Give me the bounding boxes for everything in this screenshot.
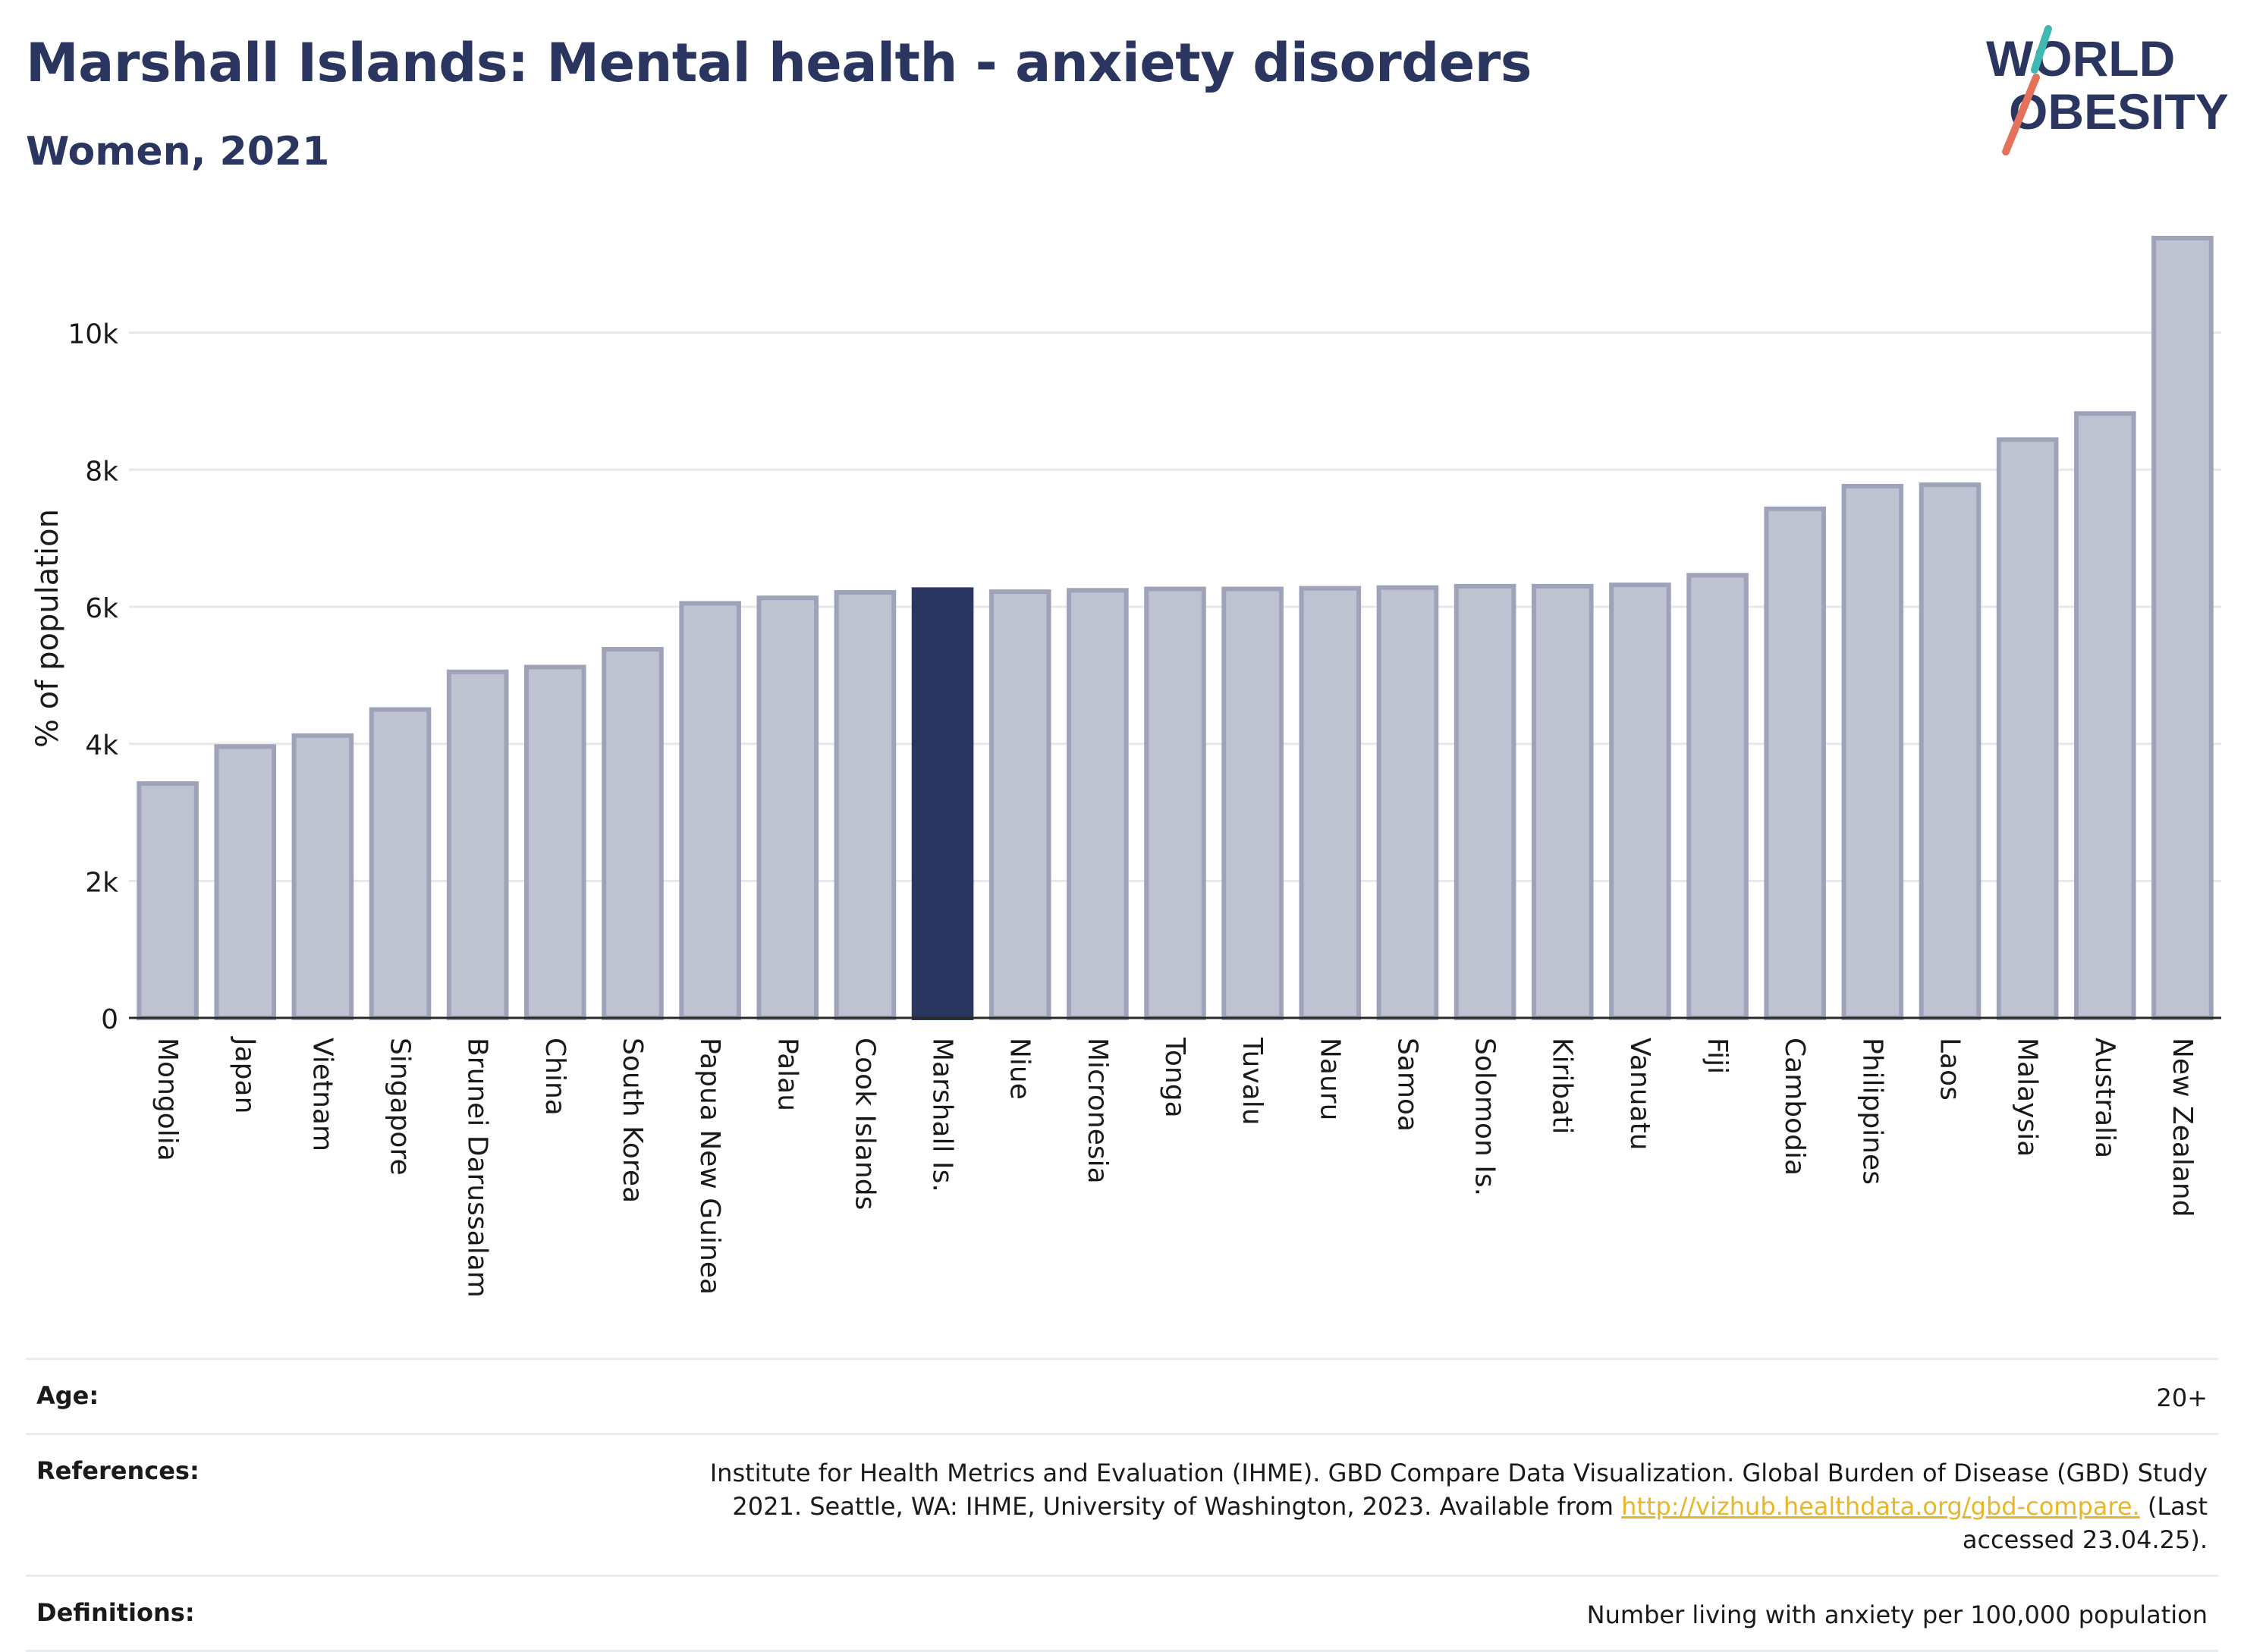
x-tick-label: New Zealand [2167,1038,2198,1217]
bar-solomon-is[interactable] [1454,583,1516,1020]
x-tick-label: Vanuatu [1624,1038,1655,1151]
x-tick-label: Laos [1934,1038,1965,1101]
x-tick-label: Palau [772,1038,803,1111]
x-tick-label: Australia [2089,1038,2120,1158]
bars [137,235,2214,1020]
y-tick-label: 8k [85,456,118,487]
age-label: Age: [36,1381,99,1410]
definitions-value: Number living with anxiety per 100,000 p… [1586,1600,2208,1629]
x-tick-labels: Mongolia Japan Vietnam Singapore Brunei Daru… [152,1036,2198,1298]
definitions-label: Definitions: [36,1598,195,1627]
x-tick-label: Kiribati [1547,1038,1578,1134]
bar-fiji[interactable] [1686,573,1749,1020]
page-title: Marshall Islands: Mental health - anxiet… [26,32,1532,94]
bar-cook-islands[interactable] [834,589,897,1020]
bar-new-zealand[interactable] [2151,235,2214,1020]
bar-singapore[interactable] [369,707,432,1020]
x-tick-label: Samoa [1391,1038,1422,1132]
y-tick-label: 0 [101,1004,118,1035]
bar-palau[interactable] [756,595,819,1020]
logo-line1: WORLD [1986,30,2175,86]
meta-row-references: References: Institute for Health Metrics… [26,1435,2218,1577]
page-subtitle: Women, 2021 [26,129,330,174]
bar-vietnam[interactable] [291,733,354,1020]
y-axis-label: % of population [30,509,65,748]
bar-tonga[interactable] [1144,586,1206,1020]
references-text-1: Institute for Health Metrics and Evaluat… [709,1459,2208,1521]
references-text-2: (Last accessed 23.04.25). [1962,1492,2208,1554]
x-tick-label: Cook Islands [849,1038,880,1210]
bar-tuvalu[interactable] [1221,586,1284,1020]
bar-south-korea[interactable] [602,646,664,1020]
bar-papua-new-guinea[interactable] [679,601,741,1020]
references-link[interactable]: http://vizhub.healthdata.org/gbd-compare… [1621,1492,2140,1521]
bar-kiribati[interactable] [1531,583,1594,1020]
bar-nauru[interactable] [1299,586,1362,1020]
y-tick-labels: 0 2k 4k 6k 8k 10k [68,319,118,1035]
bar-chart: 0 2k 4k 6k 8k 10k Mongolia Japan Vietnam Singapo… [30,235,2221,1298]
y-tick-label: 2k [85,867,118,898]
logo-slash-teal [2031,25,2052,74]
bar-china[interactable] [524,664,586,1020]
bar-brunei-darussalam[interactable] [446,669,509,1020]
bar-japan[interactable] [214,744,277,1020]
bar-australia[interactable] [2073,411,2136,1020]
y-tick-label: 4k [85,730,118,762]
logo-line2: OBESITY [2009,83,2229,140]
x-tick-label: Japan [229,1036,260,1113]
x-tick-label: China [539,1038,570,1116]
bar-malaysia[interactable] [1996,437,2059,1020]
bar-cambodia[interactable] [1764,506,1826,1020]
y-tick-label: 10k [68,319,118,350]
bar-marshall-is[interactable] [911,587,974,1020]
x-tick-label: South Korea [617,1038,648,1203]
x-tick-label: Niue [1004,1038,1036,1100]
x-tick-label: Brunei Darussalam [462,1038,493,1298]
meta-row-age: Age: 20+ [26,1360,2218,1435]
y-tick-label: 6k [85,593,118,624]
x-tick-label: Fiji [1702,1038,1733,1074]
bar-vanuatu[interactable] [1609,583,1671,1020]
x-tick-label: Micronesia [1082,1038,1113,1184]
x-tick-label: Solomon Is. [1469,1038,1501,1196]
x-tick-label: Malaysia [2012,1038,2043,1157]
x-tick-label: Nauru [1314,1038,1345,1120]
bar-niue[interactable] [988,589,1051,1020]
world-obesity-logo: WORLD OBESITY [1986,25,2229,155]
x-tick-label: Vietnam [306,1038,338,1151]
references-label: References: [36,1456,200,1485]
metadata-table: Age: 20+ References: Institute for Healt… [26,1358,2218,1652]
x-tick-label: Tuvalu [1237,1037,1268,1126]
x-tick-label: Tonga [1159,1037,1190,1118]
x-tick-label: Papua New Guinea [694,1038,725,1295]
bar-laos[interactable] [1919,482,1982,1020]
x-tick-label: Mongolia [152,1038,183,1161]
bar-samoa[interactable] [1376,585,1439,1020]
x-tick-label: Singapore [385,1038,416,1176]
bar-micronesia[interactable] [1067,588,1129,1020]
x-tick-label: Marshall Is. [927,1038,958,1192]
meta-row-definitions: Definitions: Number living with anxiety … [26,1577,2218,1652]
bar-philippines[interactable] [1841,483,1904,1020]
references-value: Institute for Health Metrics and Evaluat… [645,1456,2208,1556]
logo-slash-coral [2002,74,2040,155]
bar-mongolia[interactable] [137,781,199,1020]
x-tick-label: Cambodia [1779,1038,1810,1176]
age-value: 20+ [2156,1383,2208,1412]
x-tick-label: Philippines [1856,1038,1887,1185]
